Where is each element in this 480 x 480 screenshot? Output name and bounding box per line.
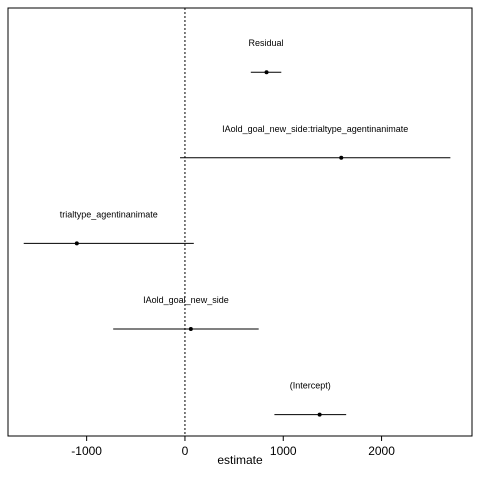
estimate-point [264, 70, 269, 75]
estimate-point [74, 241, 79, 246]
estimate-point [188, 327, 193, 331]
term-label: trialtype_agentinanimate [60, 209, 158, 219]
term-row: IAold_goal_new_side [113, 295, 259, 331]
term-row: IAold_goal_new_side:trialtype_agentinani… [180, 124, 451, 160]
plot-frame [7, 7, 473, 437]
estimate-point [317, 412, 322, 417]
x-tick-label: -1000 [71, 444, 102, 458]
term-label: IAold_goal_new_side:trialtype_agentinani… [222, 124, 408, 134]
term-label: (Intercept) [290, 381, 331, 391]
term-row: Residual [249, 38, 284, 75]
term-label: IAold_goal_new_side [143, 295, 229, 305]
term-row: trialtype_agentinanimate [23, 209, 194, 246]
term-row: (Intercept) [274, 381, 347, 417]
x-axis-title: estimate [217, 453, 263, 467]
x-tick-label: 0 [182, 444, 189, 458]
term-label: Residual [249, 38, 284, 48]
x-tick-label: 2000 [368, 444, 395, 458]
estimate-point [339, 155, 344, 160]
x-tick-label: 1000 [270, 444, 297, 458]
